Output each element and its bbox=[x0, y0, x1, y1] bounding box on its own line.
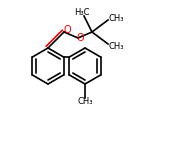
Text: CH₃: CH₃ bbox=[108, 13, 124, 22]
Text: O: O bbox=[63, 25, 71, 35]
Text: O: O bbox=[76, 33, 84, 43]
Text: H₃C: H₃C bbox=[74, 8, 90, 16]
Text: CH₃: CH₃ bbox=[108, 41, 124, 50]
Text: CH₃: CH₃ bbox=[77, 98, 93, 107]
